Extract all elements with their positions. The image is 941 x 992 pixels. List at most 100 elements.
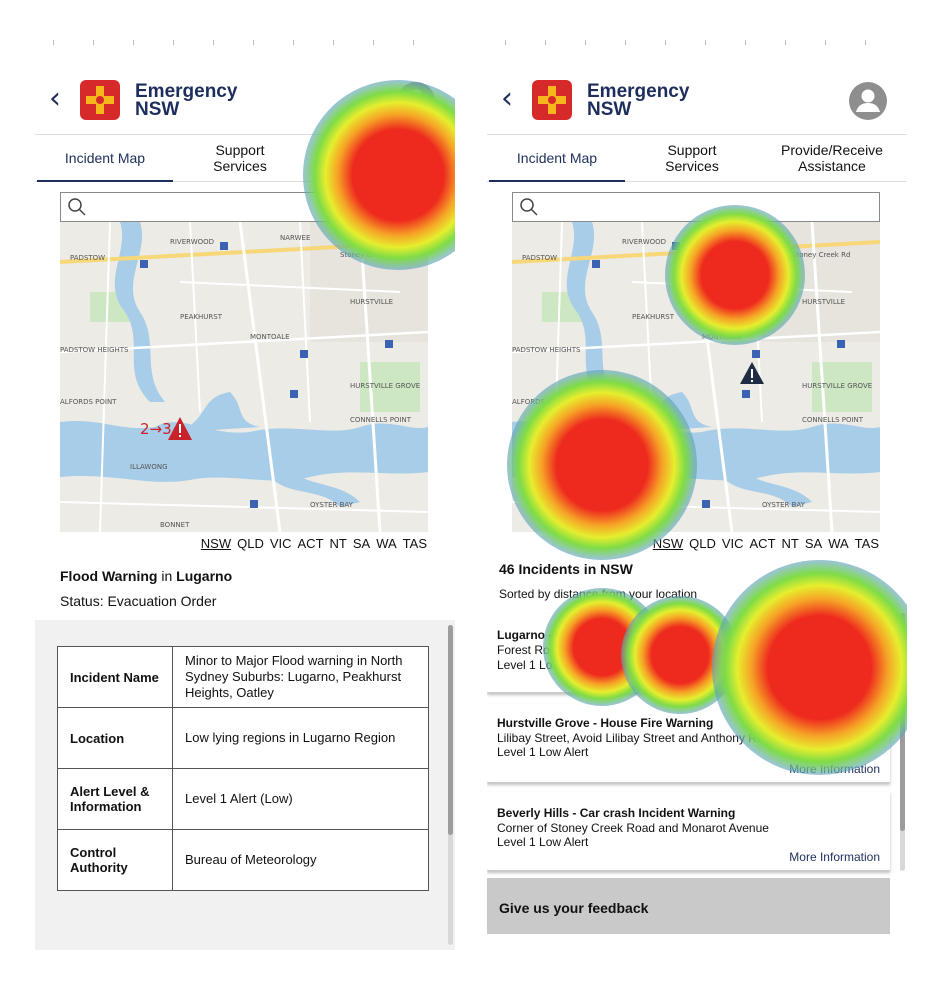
right-screen: ‹ Emergency NSW Incident Map Support Ser… [487,40,907,940]
state-nt[interactable]: NT [329,536,347,551]
user-icon[interactable] [397,82,435,120]
tab-provide-receive-assistance[interactable]: Provide/Receive Assistance [329,142,431,174]
tab-provide-receive-assistance[interactable]: Provide/Receive Assistance [781,142,883,174]
left-screen: ‹ Emergency NSW Incident Map Support Ser… [35,40,455,950]
sort-description: Sorted by distance from your location [499,587,698,601]
state-qld[interactable]: QLD [237,536,264,551]
map-label: HURSTVILLE GROVE [802,382,872,390]
incident-place: Hurstville Grove [497,716,590,730]
user-icon[interactable] [849,82,887,120]
map-label: PEAKHURST [632,313,675,321]
tab-incident-map[interactable]: Incident Map [516,150,598,166]
state-nsw[interactable]: NSW [200,536,232,551]
map-label: RIVERWOOD [622,238,666,246]
map-label: BONNET [612,521,642,529]
feedback-bar[interactable]: Give us your feedback [487,878,890,934]
map-label: MONTOALE [702,333,742,341]
scrollbar-thumb[interactable] [900,613,905,831]
table-value: Low lying regions in Lugarno Region [172,707,429,769]
more-information-link[interactable]: More Information [789,850,880,864]
incident-title: House Fire Warning [600,716,714,730]
incident-address: Forest Road, Avoid Forest Gate to River … [497,643,754,657]
incident-title: Flood Warning in Lugarno [60,568,232,584]
warning-place: Lugarno [176,568,233,584]
incident-card[interactable]: Hurstville Grove - House Fire Warning Li… [487,704,890,783]
table-value: Level 1 Alert (Low) [172,768,429,830]
map-label: PADSTOW [522,254,557,262]
table-value: Bureau of Meteorology [172,829,429,891]
table-row: Alert Level & Information Level 1 Alert (… [57,768,429,830]
chevron-left-icon[interactable]: ‹ [501,81,513,116]
incident-map[interactable]: PADSTOW RIVERWOOD NARWEE Stoney Creek Rd… [60,222,428,532]
feedback-label: Give us your feedback [499,900,649,916]
map-label: PADSTOW HEIGHTS [60,346,129,354]
state-vic[interactable]: VIC [721,536,744,551]
incident-card[interactable]: Lugarno - Minor Flooding Warning Forest … [487,614,890,693]
map-label: PADSTOW [70,254,105,262]
scrollbar[interactable] [448,625,453,945]
state-wa[interactable]: WA [376,536,397,551]
incidents-count: 46 Incidents in NSW [499,561,633,577]
map-label: CONNELLS POINT [350,416,412,424]
map-label: HURSTVILLE [350,298,393,306]
map-label: Stoney Creek Rd [340,251,398,259]
warning-triangle-icon[interactable] [168,417,192,440]
state-nsw[interactable]: NSW [652,536,684,551]
incident-address: Corner of Stoney Creek Road and Monarot … [497,821,769,835]
state-tas[interactable]: TAS [402,536,427,551]
state-qld[interactable]: QLD [689,536,716,551]
state-sa[interactable]: SA [804,536,823,551]
tab-incident-map[interactable]: Incident Map [64,150,146,166]
search-input[interactable] [512,192,880,222]
map-label: ALFORDS POINT [60,398,117,406]
table-key: Incident Name [57,646,173,708]
brand-name: Emergency NSW [135,81,238,119]
incident-heading: Hurstville Grove - House Fire Warning [497,716,714,730]
scrollbar[interactable] [900,613,905,871]
app-header: ‹ Emergency NSW [487,50,907,135]
table-key: Control Authority [57,829,173,891]
brand-line-2: NSW [587,99,632,120]
search-input[interactable] [60,192,428,222]
state-filter: NSW QLD VIC ACT NT SA WA TAS [653,536,879,551]
table-value: Minor to Major Flood warning in North Sy… [172,646,429,708]
warning-triangle-icon[interactable] [740,362,764,384]
tab-bar: Incident Map Support Services Provide/Re… [487,135,907,182]
incident-card[interactable]: Beverly Hills - Car crash Incident Warni… [487,792,890,871]
state-act[interactable]: ACT [749,536,776,551]
state-wa[interactable]: WA [828,536,849,551]
incident-details-table: Incident Name Minor to Major Flood warnin… [57,646,429,891]
more-information-link[interactable]: More Information [789,762,880,776]
incident-heading: Lugarno - Minor Flooding Warning [497,628,694,642]
tab-bar: Incident Map Support Services Provide/Re… [35,135,455,182]
map-label: ILLAWONG [582,463,620,471]
search-icon [68,198,86,216]
state-nt[interactable]: NT [781,536,799,551]
chevron-left-icon[interactable]: ‹ [49,81,61,116]
more-information-link[interactable]: More Information [789,673,880,687]
incident-level: Level 1 Low Alert [497,658,589,672]
map-label: NARWEE [280,234,310,242]
incident-map[interactable]: PADSTOW RIVERWOOD NARWEE Stoney Creek Rd… [512,222,880,532]
table-row: Control Authority Bureau of Meteorology [57,829,429,891]
incident-status: Status: Evacuation Order [60,593,217,609]
brand-line-1: Emergency [587,81,690,102]
table-key: Alert Level & Information [57,768,173,830]
tab-support-services[interactable]: Support Services [213,142,267,174]
state-tas[interactable]: TAS [854,536,879,551]
map-label: MONTOALE [250,333,290,341]
state-sa[interactable]: SA [352,536,371,551]
sketch-annotation: 2→3 [140,420,172,438]
state-act[interactable]: ACT [297,536,324,551]
top-ruler [35,40,455,46]
tab-support-services[interactable]: Support Services [665,142,719,174]
app-header: ‹ Emergency NSW [35,50,455,135]
brand-line-1: Emergency [135,81,238,102]
map-label: BONNET [160,521,190,529]
map-label: PEAKHURST [180,313,223,321]
state-vic[interactable]: VIC [269,536,292,551]
map-label: NARWEE [732,234,762,242]
incident-level: Level 1 Low Alert [497,835,589,849]
active-tab-indicator [489,180,625,182]
scrollbar-thumb[interactable] [448,625,453,835]
